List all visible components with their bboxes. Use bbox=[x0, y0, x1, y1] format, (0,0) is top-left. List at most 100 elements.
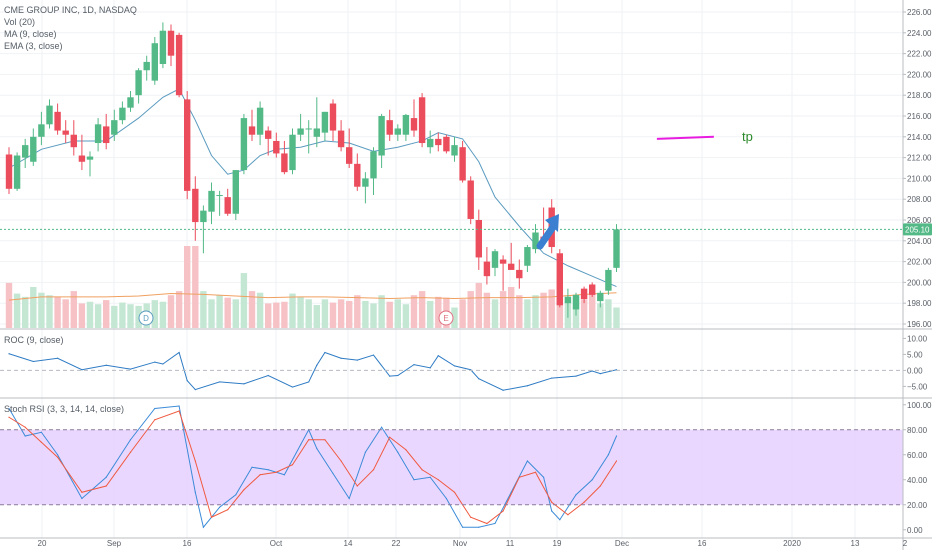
x-tick-label: 19 bbox=[553, 539, 562, 548]
y-tick-label: 224.00 bbox=[907, 29, 932, 38]
candle-body bbox=[362, 178, 369, 187]
volume-bar bbox=[22, 296, 29, 328]
y-tick-label: 0.00 bbox=[907, 366, 923, 375]
stoch-d-line bbox=[8, 410, 617, 525]
tp-label: tp bbox=[742, 129, 753, 144]
y-tick-label: 200.00 bbox=[907, 278, 932, 287]
volume-bar bbox=[54, 296, 61, 328]
x-tick-label: Sep bbox=[107, 539, 122, 548]
candle-body bbox=[564, 296, 572, 304]
roc-point bbox=[186, 380, 188, 382]
candle-body bbox=[159, 30, 167, 64]
y-tick-label: 206.00 bbox=[907, 216, 932, 225]
roc-point bbox=[389, 375, 391, 377]
roc-point bbox=[8, 353, 10, 355]
y-tick-label: 20.00 bbox=[907, 501, 928, 510]
y-tick-label: 198.00 bbox=[907, 299, 932, 308]
roc-point bbox=[437, 355, 439, 357]
x-axis-tick-labels: 20 Sep 16 Oct 14 22 Nov 11 19 Dec 16 2020 13 2 bbox=[38, 539, 908, 548]
roc-point bbox=[575, 375, 577, 377]
svg-text:E: E bbox=[443, 314, 448, 323]
roc-point bbox=[162, 363, 164, 365]
event-marker-dividend[interactable]: D bbox=[138, 310, 154, 326]
legend-roc: ROC (9, close) bbox=[4, 335, 64, 345]
event-marker-earnings[interactable]: E bbox=[438, 310, 454, 326]
stoch-d-point bbox=[324, 439, 326, 441]
arrow-head bbox=[545, 214, 559, 232]
candle-body bbox=[475, 220, 482, 258]
volume-bar bbox=[256, 292, 264, 328]
volume-bar bbox=[127, 304, 134, 328]
stoch-k-point bbox=[551, 510, 553, 512]
stoch-k-point bbox=[251, 466, 253, 468]
stoch-d-point bbox=[243, 489, 245, 491]
stoch-band bbox=[0, 429, 903, 505]
volume-bar bbox=[248, 291, 256, 328]
volume-bar bbox=[483, 292, 491, 328]
roc-point bbox=[154, 361, 156, 363]
x-tick-label: 14 bbox=[344, 539, 353, 548]
candle-body bbox=[386, 120, 393, 135]
roc-point bbox=[291, 386, 294, 388]
y-tick-label: 226.00 bbox=[907, 8, 932, 17]
candle-body bbox=[321, 111, 329, 133]
volume-bar bbox=[321, 299, 329, 328]
x-tick-label: Nov bbox=[453, 539, 467, 548]
x-tick-label: 20 bbox=[38, 539, 47, 548]
volume-bar bbox=[459, 299, 466, 328]
roc-point bbox=[105, 364, 107, 366]
volume-bar bbox=[265, 303, 272, 328]
stoch-d-point bbox=[615, 460, 618, 462]
legend: CME GROUP INC, 1D, NASDAQ Vol (20) MA (9… bbox=[4, 5, 137, 414]
volume-bar bbox=[491, 299, 499, 328]
candle-body bbox=[605, 269, 612, 291]
volume-bar bbox=[475, 282, 482, 328]
candle-body bbox=[135, 70, 142, 96]
stoch-d-point bbox=[8, 416, 10, 418]
stoch-k-point bbox=[526, 460, 529, 462]
volume-bar bbox=[46, 295, 53, 328]
moving-average-line bbox=[8, 88, 617, 288]
volume-bar bbox=[435, 296, 442, 328]
stoch-k-point bbox=[607, 454, 610, 456]
volume-bar bbox=[86, 301, 94, 328]
volume-ma-line bbox=[8, 292, 617, 301]
stoch-k-point bbox=[332, 472, 334, 475]
svg-text:205.10: 205.10 bbox=[905, 225, 930, 234]
stoch-k-point bbox=[510, 491, 512, 493]
candle-body bbox=[38, 124, 45, 137]
x-tick-label: 13 bbox=[851, 539, 860, 548]
stoch-k-point bbox=[575, 494, 577, 496]
candle-body bbox=[248, 126, 256, 135]
stoch-d-point bbox=[178, 410, 180, 412]
y-tick-label: −5.00 bbox=[907, 382, 928, 391]
x-tick-label: Oct bbox=[270, 539, 283, 548]
volume-bar bbox=[524, 299, 531, 328]
candle-body bbox=[30, 136, 37, 162]
stoch-d-point bbox=[518, 476, 520, 478]
volume-bar bbox=[167, 295, 175, 328]
stoch-d-point bbox=[502, 510, 504, 512]
stoch-d-point bbox=[194, 460, 196, 462]
candle-body bbox=[232, 170, 239, 214]
y-tick-label: 218.00 bbox=[907, 91, 932, 100]
stoch-k-point bbox=[105, 476, 107, 478]
candle-body bbox=[46, 105, 53, 125]
candle-body bbox=[78, 155, 86, 162]
roc-point bbox=[372, 354, 375, 356]
y-tick-label: 210.00 bbox=[907, 174, 932, 183]
roc-point bbox=[178, 351, 180, 354]
roc-point bbox=[551, 377, 553, 379]
roc-point bbox=[81, 369, 83, 371]
stoch-d-point bbox=[437, 479, 439, 481]
volume-bar bbox=[329, 302, 337, 328]
stoch-d-point bbox=[40, 441, 43, 443]
y-tick-label: 202.00 bbox=[907, 258, 932, 267]
candle-body bbox=[167, 30, 175, 56]
stoch-k-point bbox=[57, 454, 59, 456]
candle-body bbox=[208, 190, 215, 212]
volume-bar bbox=[70, 291, 77, 328]
volume-bar bbox=[427, 300, 434, 328]
y-tick-label: 60.00 bbox=[907, 451, 928, 460]
candle-body bbox=[313, 128, 320, 137]
